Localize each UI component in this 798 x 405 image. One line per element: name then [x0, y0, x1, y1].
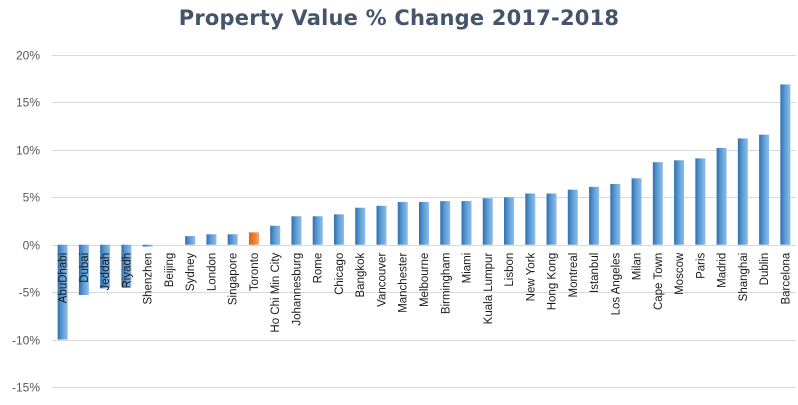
y-tick-label: -10% — [12, 334, 40, 348]
y-axis-ticks: 20% 15% 10% 5% 0% -5% -10% -15% — [12, 49, 40, 395]
bar-singapore — [227, 234, 238, 245]
bar-birmingham — [440, 201, 451, 245]
bar-melbourne — [419, 202, 429, 245]
category-label: Birmingham — [440, 253, 452, 314]
category-label: Chicago — [334, 253, 346, 295]
bar-milan — [631, 178, 642, 245]
category-label: Hong Kong — [547, 253, 559, 311]
category-label: Moscow — [674, 252, 686, 295]
category-label: Dubai — [79, 253, 91, 283]
bar-los-angeles — [610, 184, 621, 245]
bar-barcelona — [780, 84, 791, 245]
bar-hong-kong — [546, 193, 557, 245]
category-label: Manchester — [398, 253, 410, 313]
category-label: Beijing — [164, 253, 176, 288]
bar-vancouver — [376, 205, 387, 245]
bar-sydney — [185, 236, 196, 245]
category-label: Jeddah — [100, 253, 112, 291]
category-label: Vancouver — [376, 253, 388, 307]
bar-istanbul — [589, 186, 600, 245]
bar-jeddah — [100, 244, 111, 289]
category-label: London — [206, 253, 218, 291]
category-label: Milan — [632, 253, 644, 280]
bar-dubai — [78, 244, 89, 295]
category-label: Shenzhen — [143, 253, 155, 305]
bar-manchester — [397, 202, 408, 245]
y-tick-label: 5% — [23, 191, 41, 205]
category-label: Toronto — [249, 253, 261, 291]
y-tick-label: 15% — [16, 96, 40, 110]
category-label: Bangkok — [355, 252, 367, 297]
category-label: Paris — [695, 252, 707, 278]
bar-kuala-lumpur — [482, 198, 493, 245]
category-label: Riyadh — [121, 253, 133, 289]
bar-moscow — [674, 160, 685, 245]
category-label: Melbourne — [419, 253, 431, 307]
category-label: Kuala Lumpur — [483, 253, 495, 325]
bar-ho-chi-min-city — [270, 225, 281, 245]
category-label: New York — [525, 252, 537, 301]
y-tick-label: 0% — [23, 239, 41, 253]
category-label: Rome — [313, 253, 325, 284]
category-label: Istanbul — [589, 253, 601, 293]
category-label: Madrid — [717, 253, 729, 288]
bar-montreal — [567, 189, 578, 245]
bar-cape-town — [652, 162, 663, 245]
bar-johannesburg — [291, 216, 302, 245]
bar-london — [206, 234, 217, 245]
bar-rome — [312, 216, 323, 245]
category-label: Lisbon — [504, 253, 516, 287]
bar-lisbon — [504, 197, 515, 245]
bar-madrid — [716, 147, 727, 245]
category-label: Barcelona — [780, 252, 792, 304]
bar-new-york — [525, 193, 536, 245]
y-tick-label: 10% — [16, 144, 40, 158]
bar-shanghai — [737, 138, 748, 245]
category-label: Dublin — [759, 253, 771, 286]
bar-riyadh — [121, 244, 132, 287]
category-label: Los Angeles — [610, 252, 622, 315]
bar-miami — [461, 201, 472, 245]
bar-toronto — [248, 232, 259, 245]
category-labels: AbuDhabi Dubai Jeddah Riyadh Shenzhen Beijing… — [58, 252, 793, 333]
bar-chicago — [333, 214, 344, 245]
y-tick-label: -5% — [19, 286, 41, 300]
category-label: Montreal — [568, 253, 580, 298]
grid-lines — [52, 55, 796, 388]
bar-bangkok — [355, 207, 366, 245]
bars — [57, 84, 791, 340]
category-label: AbuDhabi — [58, 253, 70, 304]
category-label: Johannesburg — [291, 253, 303, 326]
category-label: Miami — [462, 253, 474, 284]
category-label: Cape Town — [653, 253, 665, 310]
category-label: Ho Chi Min City — [270, 252, 282, 332]
bar-dublin — [759, 134, 770, 245]
bar-shenzhen — [142, 244, 153, 247]
y-tick-label: -15% — [12, 381, 40, 395]
chart-title: Property Value % Change 2017-2018 — [178, 6, 620, 30]
bar-abudhabi — [57, 244, 68, 340]
category-label: Singapore — [228, 253, 240, 305]
category-label: Sydney — [185, 252, 197, 291]
bar-paris — [695, 158, 706, 245]
category-label: Shanghai — [738, 253, 750, 302]
y-tick-label: 20% — [16, 49, 40, 63]
